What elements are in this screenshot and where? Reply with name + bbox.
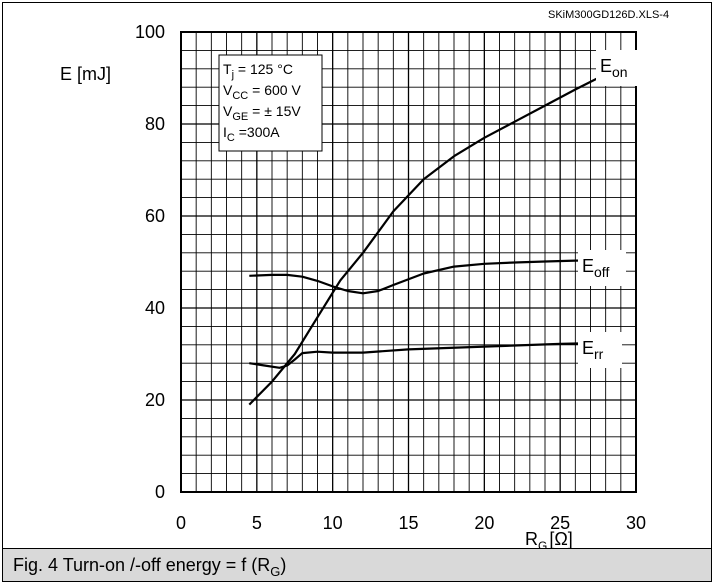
x-tick-label: 25 [550, 513, 570, 533]
series-label-bg [578, 250, 626, 286]
y-tick-label: 100 [135, 22, 165, 42]
series-line-off [249, 259, 599, 295]
x-tick-label: 5 [252, 513, 262, 533]
figure-caption: Fig. 4 Turn-on /-off energy = f (RG) [13, 555, 287, 579]
condition-text: VGE = ± 15V [223, 103, 301, 123]
y-tick-label: 0 [155, 482, 165, 502]
x-tick-label: 0 [176, 513, 186, 533]
y-tick-labels: 0 20 40 60 80 100 [135, 22, 165, 502]
series-label-off: Eoff [582, 256, 609, 280]
plot-border [180, 31, 637, 493]
conditions-box-bg [218, 54, 323, 152]
caption-main: Fig. 4 Turn-on /-off energy = f (R [13, 555, 271, 575]
series-label-rr: Err [582, 338, 604, 362]
y-tick-label: 20 [145, 390, 165, 410]
series-label-bg [596, 50, 640, 86]
y-tick-label: 60 [145, 206, 165, 226]
condition-text: Tj = 125 °C [223, 61, 293, 81]
caption-bar: Fig. 4 Turn-on /-off energy = f (RG) [2, 548, 712, 582]
x-tick-label: 10 [323, 513, 343, 533]
y-tick-label: 80 [145, 114, 165, 134]
series-lines [248, 77, 599, 406]
y-axis-label: E [mJ] [60, 64, 111, 84]
condition-text: IC =300A [223, 124, 280, 144]
condition-text: VCC = 600 V [223, 82, 301, 102]
source-label: SKiM300GD126D.XLS-4 [548, 9, 669, 21]
svg-text:RG[Ω]: RG [Ω] [525, 529, 573, 553]
series-line-on [248, 77, 599, 406]
x-axis-label-sub: G [538, 539, 547, 553]
series-labels: Eon Eoff Err [578, 50, 640, 368]
series-label-bg [578, 332, 622, 368]
x-tick-label: 30 [626, 513, 646, 533]
x-tick-label: 15 [398, 513, 418, 533]
series-line-rr [249, 341, 599, 369]
x-tick-labels: 0 5 10 15 20 25 30 [176, 513, 646, 533]
x-axis-label-main: R [525, 529, 538, 549]
y-tick-label: 40 [145, 298, 165, 318]
x-axis-label: RG [Ω] [525, 529, 573, 553]
axes [180, 31, 637, 493]
caption-subscript: G [270, 564, 281, 579]
series-label-on: Eon [600, 56, 628, 80]
x-tick-label: 20 [474, 513, 494, 533]
caption-end: ) [280, 555, 287, 575]
x-axis-label-unit: [Ω] [549, 529, 572, 549]
